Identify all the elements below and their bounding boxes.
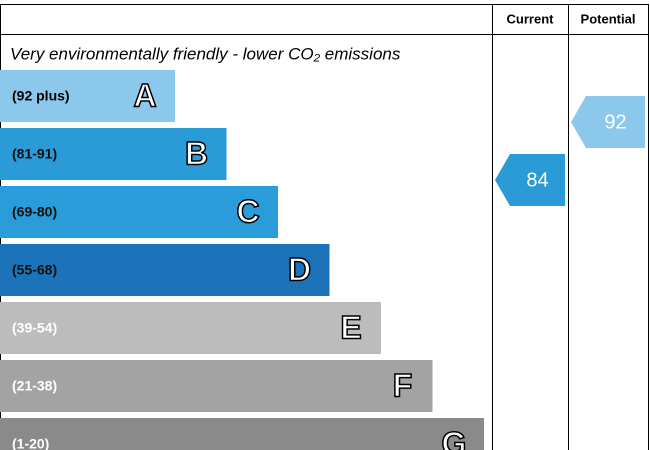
band-range: (81-91) xyxy=(12,146,57,162)
band-letter: F xyxy=(393,367,413,403)
band-range: (39-54) xyxy=(12,320,57,336)
band-bar xyxy=(0,186,278,238)
column-header: Current xyxy=(507,11,555,26)
band-bar xyxy=(0,70,175,122)
rating-arrow xyxy=(495,154,565,206)
band-letter: A xyxy=(133,77,156,113)
rating-value: 92 xyxy=(604,111,626,133)
rating-arrow xyxy=(571,96,645,148)
band-letter: C xyxy=(236,193,259,229)
band-letter: B xyxy=(185,135,208,171)
band-range: (92 plus) xyxy=(12,88,70,104)
band-letter: D xyxy=(288,251,311,287)
band-bar xyxy=(0,302,381,354)
band-letter: E xyxy=(340,309,361,345)
band-bar xyxy=(0,360,433,412)
column-header: Potential xyxy=(581,11,636,26)
band-range: (1-20) xyxy=(12,436,49,450)
rating-value: 84 xyxy=(526,169,548,191)
band-bar xyxy=(0,128,227,180)
band-range: (69-80) xyxy=(12,204,57,220)
band-range: (21-38) xyxy=(12,378,57,394)
band-letter: G xyxy=(442,425,467,450)
band-bar xyxy=(0,418,484,450)
band-range: (55-68) xyxy=(12,262,57,278)
band-bar xyxy=(0,244,330,296)
subtitle: Very environmentally friendly - lower CO… xyxy=(10,44,401,63)
